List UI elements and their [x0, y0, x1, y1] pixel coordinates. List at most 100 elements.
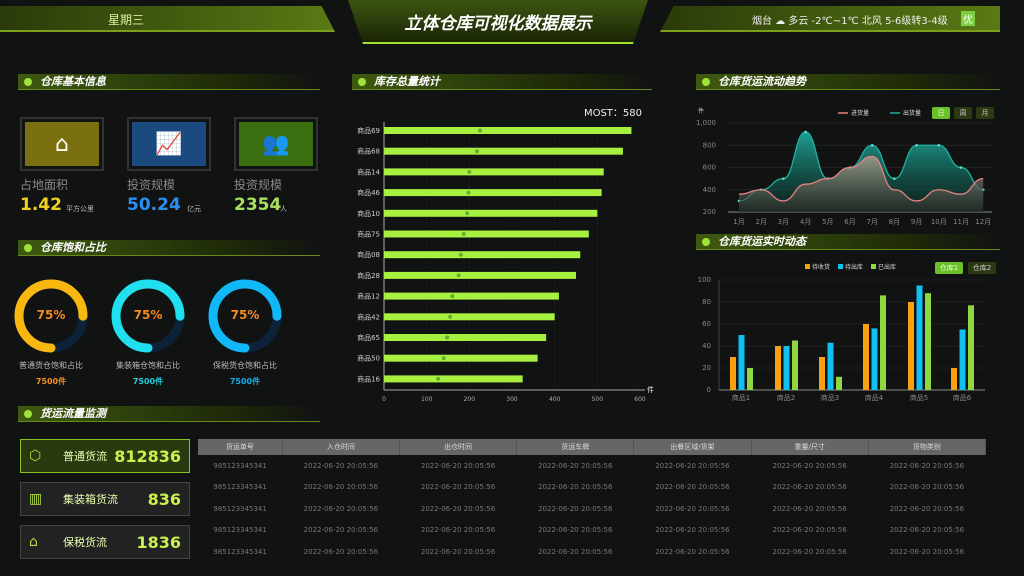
bar — [384, 230, 589, 238]
category-label: 商品69 — [357, 126, 380, 135]
info-label: 占地面积 — [20, 178, 69, 192]
category-label: 商品12 — [357, 292, 380, 301]
data-point — [893, 177, 896, 180]
bar — [836, 376, 842, 390]
category-label: 商品65 — [357, 333, 380, 342]
bar-marker — [465, 211, 470, 216]
y-tick-label: 100 — [698, 276, 711, 284]
container-icon: ▥ — [29, 491, 43, 507]
column-header: 出餐区域/货架 — [633, 439, 752, 455]
x-tick-label: 商品2 — [777, 393, 795, 402]
x-tick-label: 9月 — [911, 218, 922, 226]
table-cell: 2022-06-20 20:05:56 — [772, 526, 847, 535]
weather: 烟台 ☁ 多云 -2℃~1℃ 北风 5-6级转3-4级 — [752, 16, 948, 27]
table-cell: 2022-06-20 20:05:56 — [655, 483, 730, 492]
flow-name: 普通货流 — [63, 450, 107, 463]
info-label: 投资规模 — [127, 178, 176, 192]
info-label: 投资规模 — [234, 178, 283, 192]
period-button[interactable]: 月 — [976, 107, 994, 119]
series-area — [739, 156, 984, 212]
legend-label: 已出库 — [878, 263, 896, 271]
bar-marker — [448, 314, 453, 319]
table-cell: 2022-06-20 20:05:56 — [538, 483, 613, 492]
period-button[interactable]: 日 — [932, 107, 950, 119]
flow-card[interactable]: ⌂ 保税货流 1836 — [20, 525, 190, 559]
bar-marker — [456, 273, 461, 278]
legend-swatch — [871, 264, 876, 269]
column-header: 货运单号 — [198, 439, 283, 455]
y-tick-label: 0 — [707, 386, 711, 394]
saturation-donut — [208, 279, 282, 353]
table-cell: 2022-06-20 20:05:56 — [538, 504, 613, 513]
category-label: 商品46 — [357, 188, 380, 197]
donut-count: 7500件 — [229, 377, 261, 386]
info-value: 2354 — [234, 195, 282, 215]
flow-name: 保税货流 — [63, 536, 107, 549]
donut-percent: 75% — [133, 308, 163, 322]
info-value: 50.24 — [127, 195, 181, 215]
y-tick-label: 40 — [702, 342, 711, 350]
info-unit: 人 — [280, 205, 287, 213]
bar-marker — [436, 376, 441, 381]
table-cell: 2022-06-20 20:05:56 — [655, 547, 730, 556]
info-tile: ⌂ — [20, 117, 104, 171]
flow-value: 1836 — [136, 532, 181, 552]
unit-label: 件 — [698, 107, 704, 115]
table-cell: 2022-06-20 20:05:56 — [420, 461, 496, 470]
table-row[interactable]: 985123345341 2022-06-20 20:05:56 2022-06-2… — [198, 498, 986, 520]
table-row[interactable]: 985123345341 2022-06-20 20:05:56 2022-06-2… — [198, 520, 986, 542]
bar — [384, 251, 581, 259]
table-row[interactable]: 985123345341 2022-06-20 20:05:56 2022-06-2… — [198, 455, 986, 477]
legend-label: 出货量 — [903, 109, 921, 117]
x-tick-label: 12月 — [975, 218, 991, 226]
table-cell: 2022-06-20 20:05:56 — [772, 504, 847, 513]
data-point — [870, 143, 874, 147]
table-row[interactable]: 985123345341 2022-06-20 20:05:56 2022-06-2… — [198, 477, 986, 499]
bar — [792, 340, 798, 390]
flow-card[interactable]: ⬡ 普通货流 812836 — [20, 439, 190, 473]
bar — [384, 271, 576, 279]
y-tick-label: 20 — [702, 364, 711, 372]
table-cell: 985123345341 — [213, 504, 267, 513]
donut-arc — [111, 279, 185, 353]
bar — [738, 335, 745, 390]
period-button[interactable]: 周 — [954, 107, 972, 119]
bar — [747, 368, 753, 390]
legend-swatch — [805, 264, 810, 269]
table-cell: 2022-06-20 20:05:56 — [538, 526, 613, 535]
bar — [819, 357, 825, 390]
donut-arc — [14, 279, 88, 353]
data-point — [915, 143, 918, 147]
weekday: 星期三 — [108, 13, 145, 27]
realtime-bar-chart: 0 20 40 60 80 100 商品1 商品2 商品3 商品4 商品5 商品6 待收货 待出库 已出库 — [698, 263, 985, 402]
column-header: 货物类别 — [868, 439, 987, 455]
table-cell: 2022-06-20 20:05:56 — [772, 547, 847, 556]
bar — [775, 346, 781, 390]
bar — [384, 313, 555, 321]
investment-chart-icon: 📈 — [132, 122, 206, 166]
most-annotation: MOST：580 — [584, 108, 642, 119]
y-tick-label: 800 — [703, 141, 716, 149]
warehouse-button[interactable]: 仓库2 — [968, 262, 996, 274]
flow-value: 836 — [147, 489, 181, 509]
warehouse-button[interactable]: 仓库1 — [935, 262, 963, 274]
bar — [384, 168, 604, 176]
bar — [384, 209, 598, 217]
table-row[interactable]: 985123345341 2022-06-20 20:05:56 2022-06-2… — [198, 541, 986, 563]
saturation-donut — [111, 279, 185, 353]
bar — [384, 334, 547, 341]
x-tick-label: 3月 — [778, 218, 789, 226]
category-label: 商品10 — [357, 209, 380, 218]
legend-label: 待收货 — [812, 263, 830, 271]
section-stock: 库存总量统计 — [352, 74, 652, 90]
bar-marker — [441, 356, 446, 361]
x-tick-label: 6月 — [844, 218, 855, 226]
x-tick-label: 4月 — [800, 218, 811, 226]
table-cell: 2022-06-20 20:05:56 — [538, 547, 613, 556]
flow-card[interactable]: ▥ 集装箱货流 836 — [20, 482, 190, 516]
category-label: 商品08 — [357, 250, 380, 259]
y-tick-label: 200 — [703, 208, 716, 216]
category-label: 商品14 — [357, 167, 380, 176]
bar — [951, 368, 957, 390]
